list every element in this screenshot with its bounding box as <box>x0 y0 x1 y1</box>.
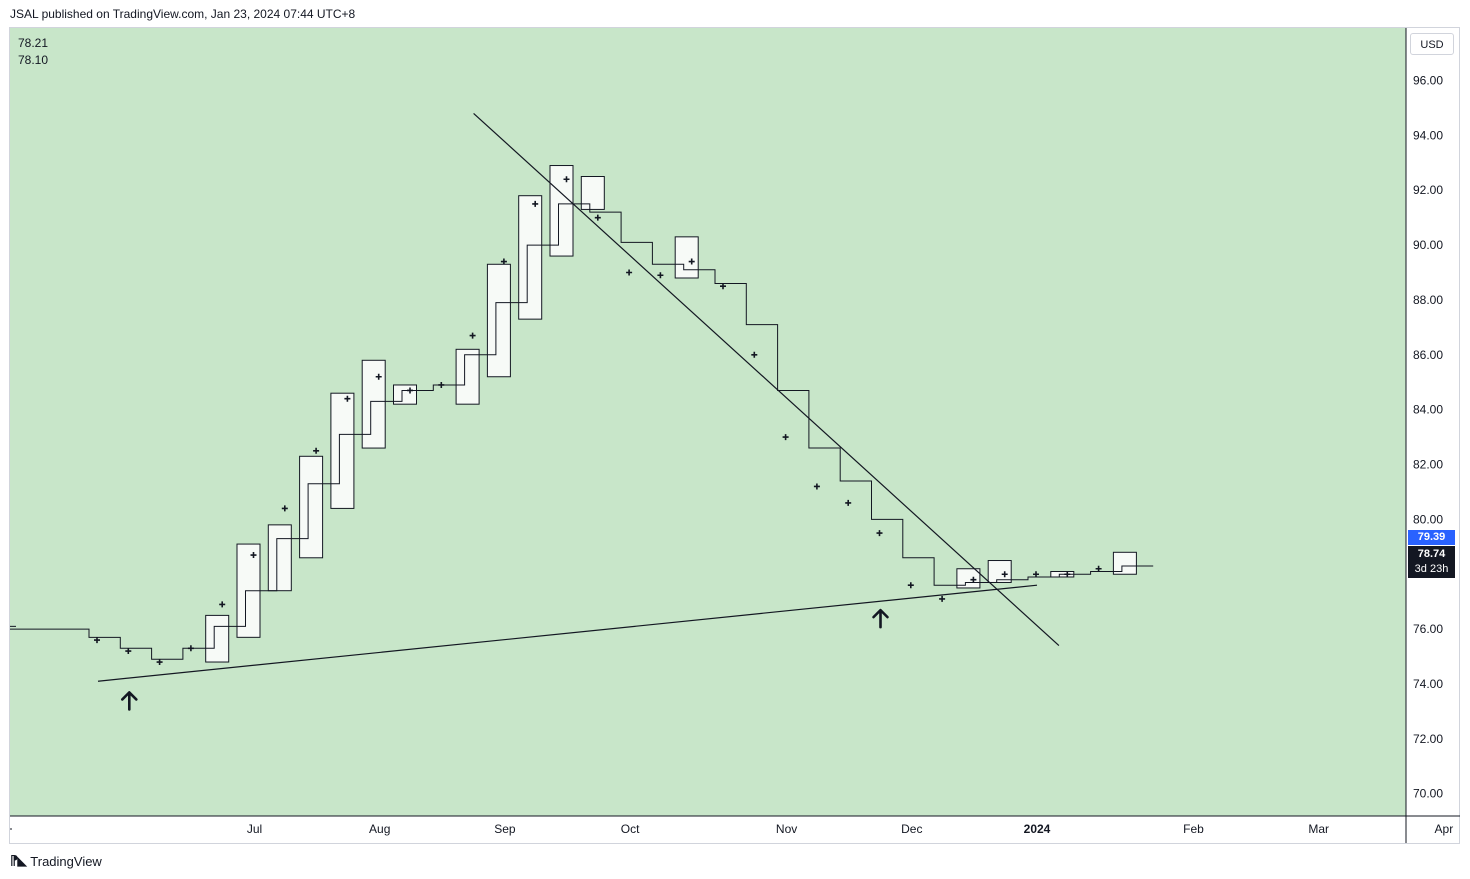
kagi-box <box>956 568 981 589</box>
x-tick-label: Jul <box>247 822 262 836</box>
trendline-uptrend <box>97 584 1038 682</box>
cross-marker <box>1095 565 1102 572</box>
cross-marker <box>594 214 601 221</box>
y-tick-label: 88.00 <box>1413 293 1443 307</box>
cross-marker <box>250 552 257 559</box>
cross-marker <box>845 499 852 506</box>
kagi-box <box>361 359 386 449</box>
currency-button[interactable]: USD <box>1410 33 1454 55</box>
cross-marker <box>688 258 695 265</box>
current-price-value: 78.74 <box>1417 548 1446 560</box>
y-tick-label: 92.00 <box>1413 183 1443 197</box>
cross-marker <box>1033 571 1039 578</box>
cross-marker <box>782 434 789 441</box>
tradingview-brand[interactable]: ⁋◣ TradingView <box>10 853 102 869</box>
x-tick-label: Mar <box>1308 822 1329 836</box>
kagi-box <box>205 614 230 663</box>
y-tick-label: 84.00 <box>1413 403 1443 417</box>
cross-marker <box>219 601 226 608</box>
cross-marker <box>438 381 445 388</box>
cross-marker <box>907 582 914 589</box>
step-line <box>10 203 1154 660</box>
cross-marker <box>970 576 977 583</box>
kagi-box <box>267 524 292 592</box>
last-price-tag: 79.39 <box>1408 530 1455 545</box>
trendline-downtrend <box>473 112 1060 647</box>
tradingview-logo-icon: ⁋◣ <box>10 853 27 868</box>
cross-marker <box>156 659 163 666</box>
x-tick-label: Apr <box>1435 822 1454 836</box>
x-tick-label: Oct <box>621 822 640 836</box>
bar-countdown: 3d 23h <box>1414 563 1449 575</box>
cross-marker <box>720 283 726 290</box>
kagi-box <box>455 348 480 405</box>
cross-marker <box>94 637 100 644</box>
y-tick-label: 86.00 <box>1413 348 1443 362</box>
cross-marker <box>281 505 288 512</box>
kagi-box <box>1112 551 1137 575</box>
cross-marker <box>500 258 507 265</box>
y-tick-label: 76.00 <box>1413 622 1443 636</box>
x-tick-label: 2024 <box>1024 822 1051 836</box>
cross-marker <box>532 200 539 207</box>
kagi-box <box>486 263 511 378</box>
cross-marker <box>751 351 758 358</box>
kagi-box <box>987 560 1012 583</box>
cross-marker <box>876 530 883 537</box>
cross-marker <box>657 272 664 279</box>
cross-marker <box>313 447 320 454</box>
brand-text: TradingView <box>30 853 102 869</box>
cross-marker <box>813 483 820 490</box>
kagi-box <box>299 455 324 559</box>
cross-marker <box>939 595 946 602</box>
legend-value-2: 78.10 <box>18 53 49 67</box>
cross-marker <box>469 332 476 339</box>
y-tick-label: 70.00 <box>1413 787 1443 801</box>
cross-marker <box>563 176 570 183</box>
publisher-text: JSAL published on TradingView.com, Jan 2… <box>10 7 356 21</box>
cross-marker <box>626 269 633 276</box>
x-tick-label: Dec <box>901 822 922 836</box>
up-arrow-icon <box>872 608 889 629</box>
x-tick-label: Nov <box>776 822 797 836</box>
y-tick-label: 94.00 <box>1413 128 1443 142</box>
cross-marker <box>1001 571 1008 578</box>
cross-marker <box>125 648 132 655</box>
kagi-box <box>518 195 543 320</box>
x-tick-label: Aug <box>369 822 390 836</box>
y-tick-label: 72.00 <box>1413 732 1443 746</box>
kagi-box <box>549 165 574 257</box>
kagi-box <box>580 176 605 210</box>
y-tick-label: 90.00 <box>1413 238 1443 252</box>
plot-area <box>10 28 1406 816</box>
y-tick-label: 82.00 <box>1413 458 1443 472</box>
cross-marker <box>1064 571 1071 578</box>
cross-marker <box>407 387 413 394</box>
kagi-box <box>674 236 699 279</box>
y-tick-label: 96.00 <box>1413 74 1443 88</box>
cross-marker <box>344 395 351 402</box>
current-price-tag: 78.74 3d 23h <box>1408 546 1455 578</box>
legend: 78.21 78.10 <box>18 35 48 69</box>
legend-value-1: 78.21 <box>18 36 49 50</box>
x-tick-label: Sep <box>494 822 516 836</box>
x-tick-label: Feb <box>1183 822 1204 836</box>
kagi-box <box>330 392 355 509</box>
y-tick-label: 74.00 <box>1413 677 1443 691</box>
up-arrow-icon <box>121 691 138 711</box>
cross-marker <box>187 645 194 652</box>
y-tick-label: 80.00 <box>1413 512 1443 526</box>
cross-marker <box>375 373 382 380</box>
